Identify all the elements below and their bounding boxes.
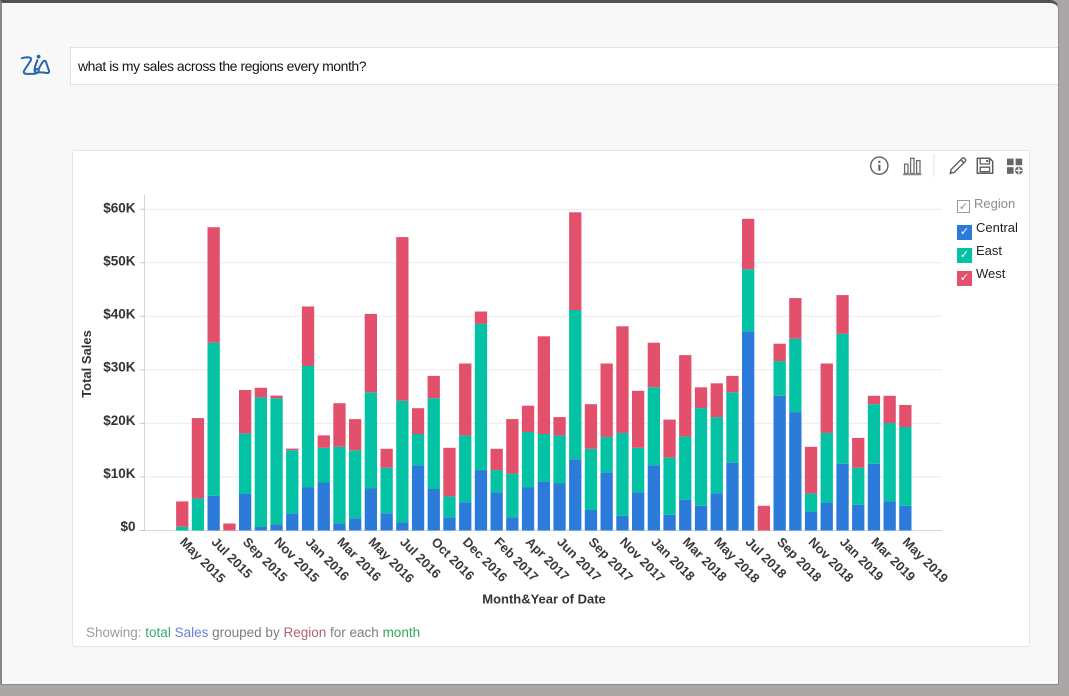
svg-text:$40K: $40K	[103, 307, 136, 322]
svg-text:$50K: $50K	[103, 254, 136, 269]
svg-text:$30K: $30K	[103, 360, 136, 375]
svg-text:Total Sales: Total Sales	[79, 330, 94, 398]
svg-text:$60K: $60K	[103, 200, 136, 215]
svg-text:Month&Year of Date: Month&Year of Date	[482, 592, 606, 607]
svg-text:$0: $0	[120, 519, 135, 534]
svg-text:$10K: $10K	[103, 466, 136, 481]
svg-text:$20K: $20K	[103, 413, 136, 428]
